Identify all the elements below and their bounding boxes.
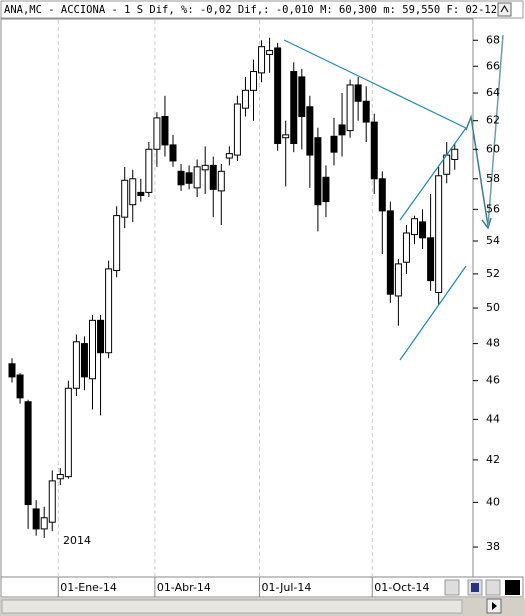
- candle-body: [306, 106, 314, 156]
- candle-body: [169, 144, 177, 162]
- candle-body: [32, 508, 40, 530]
- candle-body: [24, 401, 32, 506]
- candle-body: [274, 47, 282, 144]
- y-tick-label: 38: [486, 540, 500, 553]
- year-label: 2014: [63, 534, 91, 547]
- candle-body: [56, 474, 64, 480]
- candle-body: [266, 50, 274, 55]
- header-text: ANA,MC - ACCIONA - 1 S Dif, %: -0,02 Dif…: [4, 4, 503, 16]
- candle-body: [402, 232, 410, 263]
- candle-body: [241, 89, 249, 109]
- candle-body: [338, 124, 346, 136]
- candle-body: [217, 170, 225, 192]
- y-tick-label: 56: [486, 202, 500, 215]
- candle-body: [209, 164, 217, 190]
- arrow-icon: [492, 602, 497, 610]
- candle-body: [40, 517, 48, 530]
- candle-body: [185, 172, 193, 184]
- candle-body: [161, 115, 169, 146]
- color-button[interactable]: [505, 580, 520, 595]
- candle-body: [64, 387, 72, 478]
- x-tick-label: 01-Abr-14: [157, 581, 211, 594]
- scroll-track[interactable]: [1, 599, 463, 614]
- candle-body: [451, 148, 459, 160]
- x-axis-band: [0, 576, 524, 598]
- candle-body: [419, 221, 427, 239]
- y-tick-label: 60: [486, 142, 500, 155]
- candle-body: [16, 374, 24, 399]
- candle-body: [193, 166, 201, 189]
- candle-body: [370, 121, 378, 180]
- candle-body: [105, 268, 113, 354]
- x-tick-label: 01-Ene-14: [60, 581, 117, 594]
- plot: [8, 20, 459, 577]
- arrow-head: [481, 217, 492, 230]
- candle-body: [314, 137, 322, 206]
- candle-body: [298, 76, 306, 117]
- y-tick-label: 52: [486, 267, 500, 280]
- projection-arrow: [465, 114, 489, 227]
- candle-body: [378, 178, 386, 212]
- candle-body: [330, 135, 338, 153]
- y-tick-label: 50: [486, 301, 500, 314]
- candle-body: [72, 341, 80, 389]
- candle-body: [8, 363, 16, 378]
- candle-body: [201, 164, 209, 171]
- x-tick-label: 01-Oct-14: [374, 581, 429, 594]
- header-bar: [0, 0, 524, 19]
- save-icon: [471, 583, 479, 592]
- candle-body: [97, 319, 105, 354]
- y-tick-label: 68: [486, 33, 500, 46]
- candle-body: [48, 480, 56, 523]
- candle-body: [153, 117, 161, 150]
- y-tick-label: 58: [486, 172, 500, 185]
- y-tick-label: 46: [486, 374, 500, 387]
- pin-button[interactable]: [485, 579, 501, 596]
- y-tick-label: 48: [486, 337, 500, 350]
- x-tick-label: 01-Jul-14: [262, 581, 312, 594]
- candle-body: [435, 175, 443, 294]
- trend-line: [399, 265, 467, 361]
- candle-body: [113, 215, 121, 272]
- candle-body: [225, 153, 233, 159]
- collapse-button[interactable]: [497, 2, 512, 17]
- candle-body: [362, 100, 370, 123]
- candle-body: [386, 210, 394, 295]
- collapse-icon: [500, 5, 509, 13]
- candle-body: [129, 178, 137, 206]
- y-tick-label: 62: [486, 114, 500, 127]
- candle-body: [80, 343, 88, 378]
- candle-body: [322, 176, 330, 203]
- candle-body: [250, 71, 257, 91]
- candle-body: [354, 84, 362, 102]
- candle-body: [177, 170, 185, 186]
- y-tick-label: 44: [486, 412, 500, 425]
- candle-body: [89, 319, 96, 380]
- candle-body: [411, 218, 418, 236]
- y-tick-label: 40: [486, 495, 500, 508]
- projection-arrow: [487, 34, 504, 227]
- candle-body: [290, 71, 298, 144]
- candle-body: [282, 134, 290, 139]
- candle-body: [346, 84, 354, 132]
- trend-line: [283, 39, 467, 129]
- candle-body: [427, 237, 435, 282]
- candle-body: [394, 263, 402, 297]
- y-tick-label: 64: [486, 86, 500, 99]
- tool-button[interactable]: [444, 579, 460, 596]
- candle-body: [137, 191, 145, 196]
- y-tick-label: 42: [486, 453, 500, 466]
- candle-body: [145, 148, 153, 193]
- trend-line: [399, 127, 467, 221]
- y-tick-label: 54: [486, 234, 500, 247]
- candle-body: [121, 179, 129, 218]
- candle-body: [233, 103, 241, 156]
- candle-body: [258, 46, 266, 74]
- y-tick-label: 66: [486, 59, 500, 72]
